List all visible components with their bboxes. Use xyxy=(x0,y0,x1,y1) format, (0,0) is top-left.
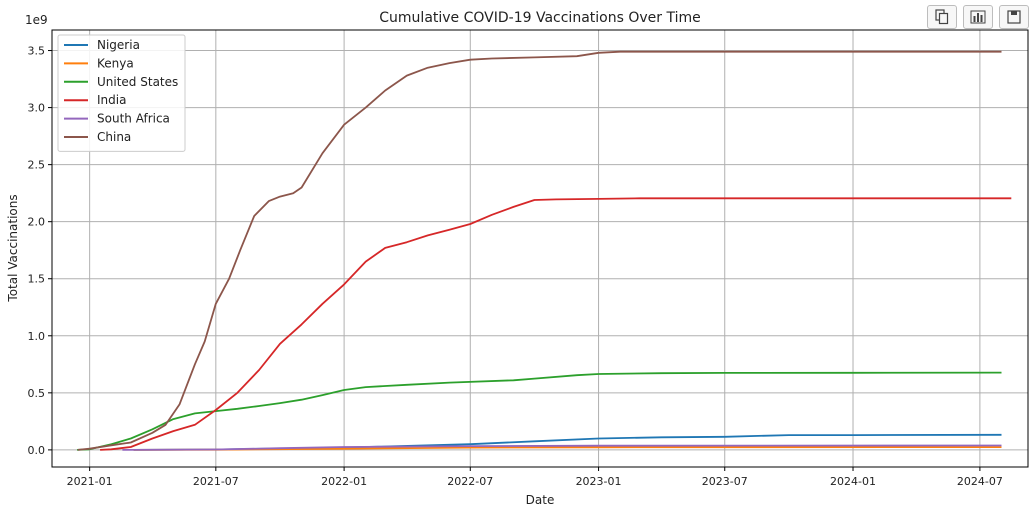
chart-title: Cumulative COVID-19 Vaccinations Over Ti… xyxy=(379,10,700,26)
y-tick-label: 1.0 xyxy=(28,330,46,343)
legend-label: United States xyxy=(97,75,178,89)
y-tick-label: 3.0 xyxy=(28,102,46,115)
series-line-china xyxy=(77,50,1002,451)
y-tick-label: 0.0 xyxy=(28,444,46,457)
x-tick-label: 2024-01 xyxy=(830,475,876,488)
y-tick-label: 2.0 xyxy=(28,216,46,229)
x-axis-label: Date xyxy=(526,493,555,507)
x-tick-label: 2024-07 xyxy=(957,475,1003,488)
save-button[interactable] xyxy=(999,5,1029,29)
copy-icon xyxy=(935,9,949,25)
legend-label: Kenya xyxy=(97,56,134,70)
y-axis-label: Total Vaccinations xyxy=(6,194,20,302)
y-tick-label: 0.5 xyxy=(28,387,46,400)
x-tick-label: 2022-01 xyxy=(321,475,367,488)
chart-toolbar xyxy=(927,5,1029,29)
y-tick-label: 1.5 xyxy=(28,273,46,286)
x-tick-label: 2021-07 xyxy=(193,475,239,488)
x-tick-label: 2021-01 xyxy=(67,475,113,488)
save-icon xyxy=(1007,10,1021,24)
plot-frame xyxy=(51,29,1029,468)
y-tick-label: 3.5 xyxy=(28,45,46,58)
y-tick-label: 2.5 xyxy=(28,159,46,172)
series-line-india xyxy=(100,197,1012,451)
legend-label: China xyxy=(97,130,131,144)
copy-button[interactable] xyxy=(927,5,957,29)
legend-box xyxy=(57,34,186,152)
series-line-united-states xyxy=(77,371,1002,451)
y-offset-label: 1e9 xyxy=(25,13,48,27)
x-tick-label: 2023-07 xyxy=(702,475,748,488)
x-tick-label: 2023-01 xyxy=(576,475,622,488)
legend-label: South Africa xyxy=(97,112,170,126)
series-line-south-africa xyxy=(122,444,1002,451)
tick-layer: 2021-01 2021-07 2022-01 2022-07 2023-01 2023-… xyxy=(28,45,1003,488)
grid-layer xyxy=(52,30,1028,467)
bar-chart-icon xyxy=(970,10,986,24)
legend-label: India xyxy=(97,93,126,107)
legend-label: Nigeria xyxy=(97,38,140,52)
x-tick-label: 2022-07 xyxy=(447,475,493,488)
series-layer xyxy=(77,50,1012,451)
chart-view-button[interactable] xyxy=(963,5,993,29)
legend: Nigeria Kenya United States India South Afri… xyxy=(57,34,186,152)
